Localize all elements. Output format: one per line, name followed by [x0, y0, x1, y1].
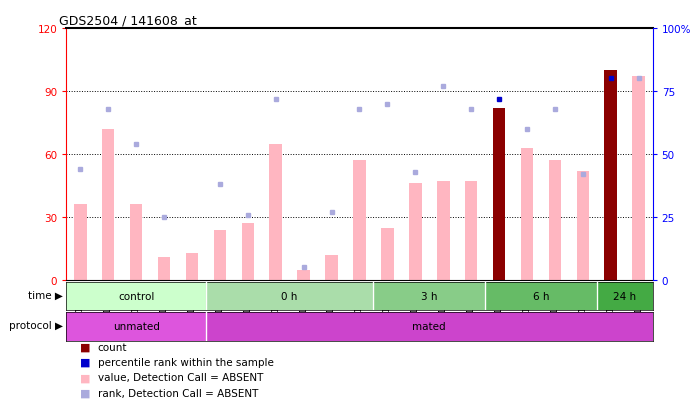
Bar	[437, 182, 450, 280]
Bar	[549, 161, 561, 280]
Bar	[269, 144, 282, 280]
Text: 0 h: 0 h	[281, 292, 298, 301]
Text: ■: ■	[80, 342, 91, 352]
Text: ■: ■	[80, 373, 91, 382]
Text: protocol ▶: protocol ▶	[9, 320, 63, 331]
Bar	[297, 270, 310, 280]
Text: GDS2504 / 141608_at: GDS2504 / 141608_at	[59, 14, 197, 27]
Bar	[66, 313, 206, 341]
Bar	[66, 282, 206, 311]
Bar	[206, 282, 373, 311]
Text: percentile rank within the sample: percentile rank within the sample	[98, 357, 274, 367]
Bar	[130, 205, 142, 280]
Bar	[577, 171, 589, 280]
Bar	[186, 253, 198, 280]
Text: ■: ■	[80, 357, 91, 367]
Bar	[373, 282, 485, 311]
Bar	[74, 205, 87, 280]
Bar	[353, 161, 366, 280]
Bar	[493, 109, 505, 280]
Bar	[206, 313, 653, 341]
Bar	[521, 148, 533, 280]
Text: control: control	[118, 292, 154, 301]
Text: rank, Detection Call = ABSENT: rank, Detection Call = ABSENT	[98, 388, 258, 398]
Text: 3 h: 3 h	[421, 292, 438, 301]
Text: time ▶: time ▶	[28, 290, 63, 301]
Text: 6 h: 6 h	[533, 292, 549, 301]
Bar	[485, 282, 597, 311]
Bar	[214, 230, 226, 280]
Text: 24 h: 24 h	[613, 292, 637, 301]
Text: count: count	[98, 342, 127, 352]
Bar	[381, 228, 394, 280]
Bar	[409, 184, 422, 280]
Text: unmated: unmated	[112, 322, 160, 332]
Bar	[158, 257, 170, 280]
Text: value, Detection Call = ABSENT: value, Detection Call = ABSENT	[98, 373, 263, 382]
Bar	[102, 130, 114, 280]
Bar	[325, 255, 338, 280]
Bar	[242, 224, 254, 280]
Bar	[465, 182, 477, 280]
Text: ■: ■	[80, 388, 91, 398]
Bar	[632, 77, 645, 280]
Bar	[604, 71, 617, 280]
Text: mated: mated	[413, 322, 446, 332]
Bar	[597, 282, 653, 311]
